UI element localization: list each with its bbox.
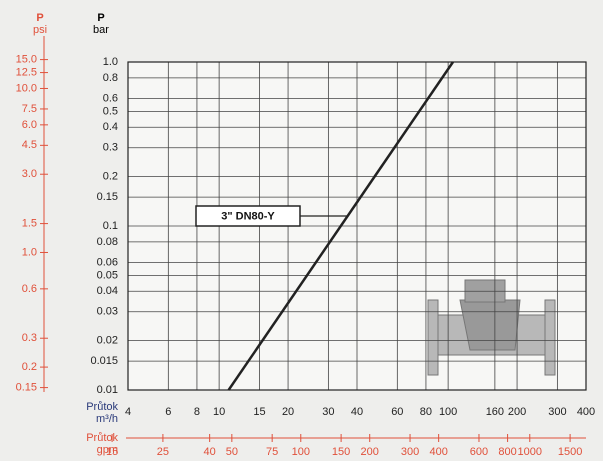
y-unit: bar bbox=[93, 24, 109, 36]
series-label: 3" DN80-Y bbox=[221, 210, 275, 222]
y-tick-label: 0.1 bbox=[103, 220, 118, 232]
y-tick-label: 0.3 bbox=[103, 142, 118, 154]
x2-tick-label: 1000 bbox=[518, 446, 542, 458]
x-tick-label: 100 bbox=[439, 406, 457, 418]
x2-label: Průtok bbox=[86, 432, 118, 444]
x-tick-label: 4 bbox=[125, 406, 131, 418]
y2-unit: psi bbox=[33, 24, 47, 36]
x-tick-label: 8 bbox=[194, 406, 200, 418]
x-tick-label: 300 bbox=[548, 406, 566, 418]
y2-tick-label: 6.0 bbox=[22, 119, 37, 131]
y2-tick-label: 10.0 bbox=[16, 82, 37, 94]
x-unit: m³/h bbox=[96, 413, 118, 425]
x2-tick-label: 200 bbox=[361, 446, 379, 458]
y-label: P bbox=[97, 12, 104, 24]
y-tick-label: 0.02 bbox=[97, 335, 118, 347]
x-tick-label: 15 bbox=[253, 406, 265, 418]
x-tick-label: 10 bbox=[213, 406, 225, 418]
x2-tick-label: 15 bbox=[106, 446, 118, 458]
y-tick-label: 0.05 bbox=[97, 269, 118, 281]
x-tick-label: 160 bbox=[486, 406, 504, 418]
x-tick-label: 200 bbox=[508, 406, 526, 418]
x2-tick-label: 800 bbox=[498, 446, 516, 458]
x2-tick-label: 25 bbox=[157, 446, 169, 458]
x-tick-label: 400 bbox=[577, 406, 595, 418]
y-tick-label: 0.04 bbox=[97, 285, 118, 297]
x2-tick-label: 400 bbox=[429, 446, 447, 458]
y2-tick-label: 1.0 bbox=[22, 246, 37, 258]
y2-tick-label: 7.5 bbox=[22, 103, 37, 115]
y-tick-label: 0.06 bbox=[97, 256, 118, 268]
y-tick-label: 0.01 bbox=[97, 384, 118, 396]
y2-tick-label: 3.0 bbox=[22, 168, 37, 180]
y-tick-label: 0.15 bbox=[97, 191, 118, 203]
x2-tick-label: 300 bbox=[401, 446, 419, 458]
y-tick-label: 0.6 bbox=[103, 92, 118, 104]
x2-tick-label: 600 bbox=[470, 446, 488, 458]
x2-tick-label: 100 bbox=[292, 446, 310, 458]
y-tick-label: 0.5 bbox=[103, 105, 118, 117]
y2-tick-label: 12.5 bbox=[16, 66, 37, 78]
y2-tick-label: 0.3 bbox=[22, 332, 37, 344]
y-tick-label: 0.015 bbox=[90, 355, 118, 367]
x-label: Průtok bbox=[86, 401, 118, 413]
x2-tick-label: 40 bbox=[204, 446, 216, 458]
x-tick-label: 80 bbox=[420, 406, 432, 418]
x-tick-label: 6 bbox=[165, 406, 171, 418]
x-tick-label: 20 bbox=[282, 406, 294, 418]
y2-tick-label: 0.6 bbox=[22, 283, 37, 295]
x2-tick-label: 150 bbox=[332, 446, 350, 458]
y-tick-label: 0.08 bbox=[97, 236, 118, 248]
y2-tick-label: 0.2 bbox=[22, 361, 37, 373]
y-tick-label: 0.03 bbox=[97, 306, 118, 318]
y-tick-label: 0.2 bbox=[103, 171, 118, 183]
y-tick-label: 1.0 bbox=[103, 56, 118, 68]
y2-tick-label: 0.15 bbox=[16, 381, 37, 393]
y-tick-label: 0.8 bbox=[103, 72, 118, 84]
x2-tick-label: 50 bbox=[226, 446, 238, 458]
y-tick-label: 0.4 bbox=[103, 121, 118, 133]
chart: P psi P bar Průtok m³/h Průtok gpm 1.00.… bbox=[0, 0, 603, 461]
x2-tick-label: 1500 bbox=[558, 446, 582, 458]
y2-label: P bbox=[36, 12, 43, 24]
x2-tick-label: 75 bbox=[266, 446, 278, 458]
x-tick-label: 60 bbox=[391, 406, 403, 418]
x-tick-label: 30 bbox=[322, 406, 334, 418]
y2-tick-label: 15.0 bbox=[16, 53, 37, 65]
y2-tick-label: 1.5 bbox=[22, 217, 37, 229]
y2-tick-label: 4.5 bbox=[22, 139, 37, 151]
x-tick-label: 40 bbox=[351, 406, 363, 418]
